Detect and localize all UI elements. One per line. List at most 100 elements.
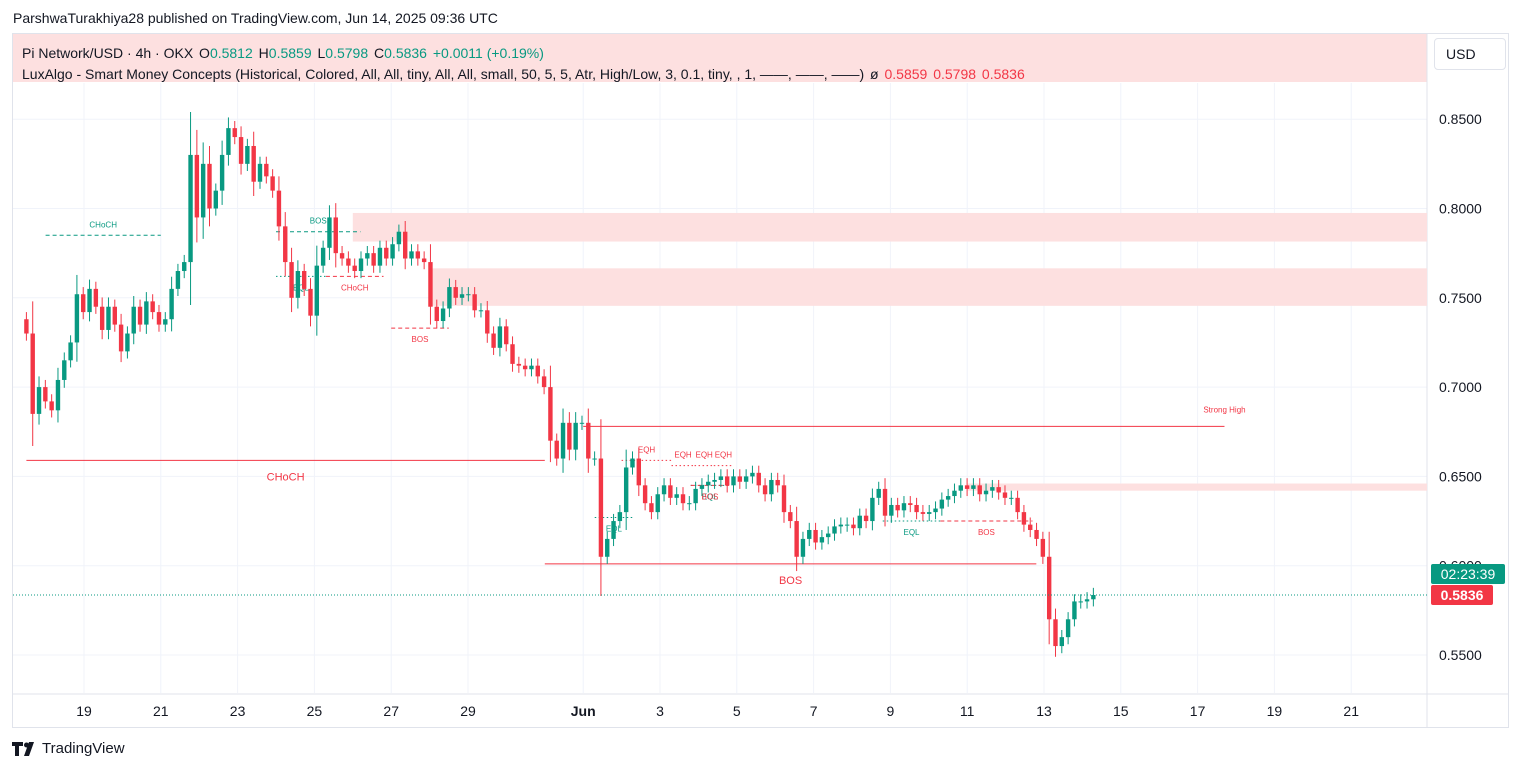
candle-body — [510, 344, 515, 364]
candle-body — [289, 262, 294, 298]
close-value: 0.5836 — [384, 45, 427, 61]
open-value: 0.5812 — [209, 45, 253, 61]
candle-body — [844, 524, 850, 526]
candle-body — [788, 512, 793, 522]
candle-body — [24, 319, 29, 334]
candle-body — [592, 458, 597, 460]
candle-body — [1046, 556, 1052, 620]
smc-label: Strong High — [1203, 405, 1245, 414]
candle-body — [655, 494, 660, 513]
candle-body — [737, 476, 743, 482]
candle-body — [339, 253, 345, 259]
smc-label: CHoCH — [341, 283, 369, 292]
publish-caption: ParshwaTurakhiya28 published on TradingV… — [13, 10, 498, 26]
candle-body — [485, 310, 490, 334]
x-tick-label: Jun — [571, 703, 596, 719]
open-label: O — [199, 45, 210, 61]
y-tick-label: 0.6500 — [1439, 468, 1482, 484]
candle-body — [1072, 601, 1077, 620]
time-axis[interactable]: 192123252729Jun35791113151719212 — [76, 703, 1524, 719]
candle-body — [800, 538, 806, 557]
candle-body — [1059, 637, 1064, 647]
candle-body — [522, 365, 528, 370]
candle-body — [428, 262, 433, 307]
candle-body — [964, 485, 970, 489]
candle-body — [889, 504, 894, 516]
smc-label: EQL — [293, 283, 310, 292]
candle-body — [1015, 497, 1020, 513]
candle-body — [1009, 497, 1014, 499]
candle-body — [169, 288, 174, 320]
candle-body — [832, 526, 837, 534]
candle-body — [1084, 599, 1090, 602]
legend-highlight — [13, 34, 1427, 82]
indicator-legend[interactable]: LuxAlgo - Smart Money Concepts (Historic… — [22, 66, 1025, 82]
candle-body — [541, 376, 547, 388]
candle-body — [1053, 619, 1058, 647]
candle-body — [213, 190, 219, 209]
candle-body — [447, 287, 452, 309]
smc-label: EQH — [638, 445, 656, 454]
candle-body — [87, 288, 92, 313]
tradingview-logo[interactable]: TradingView — [12, 740, 125, 757]
y-tick-label: 0.8000 — [1439, 201, 1482, 217]
high-value: 0.5859 — [268, 45, 312, 61]
candle-body — [813, 529, 818, 543]
smc-label: EQL — [702, 492, 719, 501]
x-tick-label: 19 — [1267, 703, 1283, 719]
candle-body — [226, 128, 231, 155]
candle-body — [264, 163, 269, 177]
candle-body — [200, 163, 206, 218]
candle-body — [308, 288, 313, 316]
candle-body — [819, 537, 825, 543]
symbol-name[interactable]: Pi Network/USD · 4h · OKX — [22, 45, 194, 61]
candle-body — [194, 154, 200, 218]
candle-body — [876, 488, 881, 498]
chart-frame[interactable] — [12, 33, 1509, 728]
currency-button[interactable]: USD — [1434, 38, 1506, 70]
y-tick-label: 0.8500 — [1439, 111, 1482, 127]
candle-body — [396, 231, 402, 245]
candle-body — [251, 145, 256, 182]
candle-body — [939, 499, 945, 509]
indicator-value-1: 0.5859 — [884, 66, 928, 82]
candle-body — [106, 306, 111, 330]
price-badges: 02:23:39 0.5836 — [13, 563, 1505, 605]
candle-body — [371, 253, 376, 266]
x-tick-label: 17 — [1190, 703, 1206, 719]
candle-body — [914, 504, 919, 513]
supply-zones — [352, 212, 1428, 491]
x-tick-label: 21 — [153, 703, 169, 719]
candle-body — [649, 503, 654, 513]
candle-body — [188, 154, 193, 263]
candle-body — [175, 271, 181, 289]
candle-body — [320, 247, 326, 266]
candle-body — [870, 497, 875, 522]
footer-brand: TradingView — [42, 740, 125, 757]
candle-body — [1091, 594, 1096, 600]
candle-body — [144, 301, 149, 325]
smc-label: EQH — [715, 451, 733, 460]
candle-body — [137, 306, 143, 325]
candle-body — [718, 476, 724, 480]
candle-body — [630, 458, 635, 468]
candle-body — [554, 440, 559, 459]
candle-body — [440, 308, 446, 322]
candle-body — [945, 496, 951, 500]
candle-body — [516, 363, 522, 366]
candle-body — [927, 512, 932, 514]
x-tick-label: 21 — [1343, 703, 1359, 719]
candle-body — [535, 365, 540, 377]
candle-body — [62, 360, 67, 380]
candle-body — [977, 485, 982, 495]
indicator-name[interactable]: LuxAlgo - Smart Money Concepts (Historic… — [22, 66, 865, 82]
candle-body — [567, 422, 572, 450]
candle-body — [1021, 512, 1027, 525]
candle-body — [1034, 529, 1039, 539]
candle-body — [504, 326, 509, 345]
candle-body — [756, 472, 761, 486]
candle-body — [680, 494, 686, 504]
x-tick-label: 19 — [76, 703, 92, 719]
symbol-legend[interactable]: Pi Network/USD · 4h · OKX O0.5812 H0.585… — [22, 45, 544, 61]
